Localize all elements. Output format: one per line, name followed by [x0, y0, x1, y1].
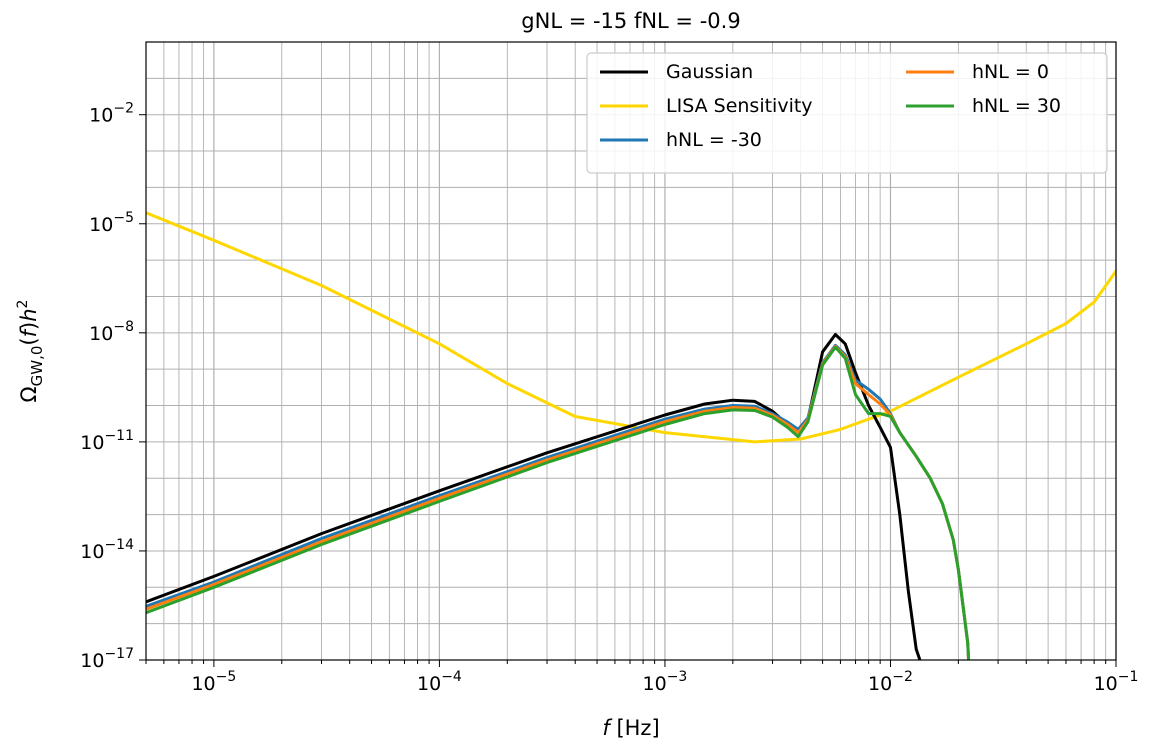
legend-label: Gaussian [666, 61, 753, 83]
y-tick-label: 10−5 [89, 210, 134, 236]
x-tick-label: 10−1 [1094, 669, 1139, 695]
legend-label: hNL = -30 [666, 129, 762, 151]
legend-label: hNL = 0 [972, 61, 1049, 83]
x-tick-label: 10−3 [643, 669, 688, 695]
series-lines [146, 211, 1116, 660]
plot-frame [145, 41, 1117, 661]
x-axis-label: f [Hz] [602, 716, 659, 740]
series-line-lisa-sensitivity [146, 211, 1116, 444]
x-tick-label: 10−2 [868, 669, 913, 695]
ticks [139, 114, 1117, 667]
y-axis-label: ΩGW,0(f)h2 [15, 300, 46, 403]
y-tick-label: 10−8 [89, 319, 134, 345]
x-tick-label: 10−4 [417, 669, 462, 695]
legend: Gaussian LISA Sensitivity hNL = -30 hNL = 0… [586, 52, 1108, 174]
y-tick-label: 10−17 [80, 646, 134, 672]
y-tick-label: 10−11 [80, 428, 134, 454]
tick-labels: 10−5 10−4 10−3 10−2 10−1 10−17 10−14 10−11 10−8 1… [80, 101, 1138, 695]
legend-box [586, 52, 1108, 174]
y-tick-label: 10−2 [89, 101, 134, 127]
legend-label: hNL = 30 [972, 95, 1061, 117]
grid [145, 41, 1117, 661]
legend-label: LISA Sensitivity [666, 95, 813, 117]
series-line-hnl-30 [146, 345, 971, 660]
y-tick-label: 10−14 [80, 537, 134, 563]
x-tick-label: 10−5 [191, 669, 236, 695]
chart-title: gNL = -15 fNL = -0.9 [521, 9, 740, 33]
